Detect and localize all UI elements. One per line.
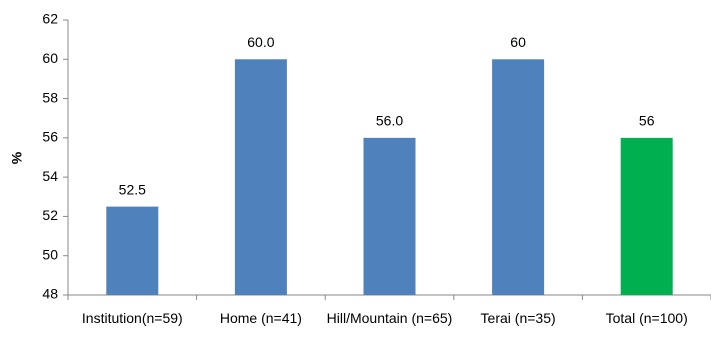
bar	[620, 137, 673, 295]
x-tick-label: Terai (n=35)	[480, 310, 556, 326]
bar	[492, 59, 545, 296]
x-tick-label: Institution(n=59)	[81, 310, 183, 326]
y-tick-label: 62	[42, 11, 58, 27]
y-tick-label: 56	[42, 129, 58, 145]
bar	[106, 206, 159, 295]
value-label: 60.0	[247, 34, 274, 50]
y-tick-label: 50	[42, 246, 58, 262]
value-label: 60	[510, 34, 526, 50]
value-label: 52.5	[119, 181, 146, 197]
value-label: 56.0	[376, 113, 403, 129]
y-tick-label: 58	[42, 89, 58, 105]
x-tick-label: Hill/Mountain (n=65)	[326, 310, 453, 326]
y-axis-label: %	[9, 151, 25, 164]
y-tick-label: 54	[42, 168, 58, 184]
y-tick-label: 48	[42, 286, 58, 302]
bar	[363, 137, 416, 295]
x-tick-label: Home (n=41)	[219, 310, 302, 326]
y-tick-label: 52	[42, 207, 58, 223]
x-tick-label: Total (n=100)	[605, 310, 688, 326]
bar	[234, 59, 287, 296]
value-label: 56	[639, 113, 655, 129]
y-tick-label: 60	[42, 50, 58, 66]
